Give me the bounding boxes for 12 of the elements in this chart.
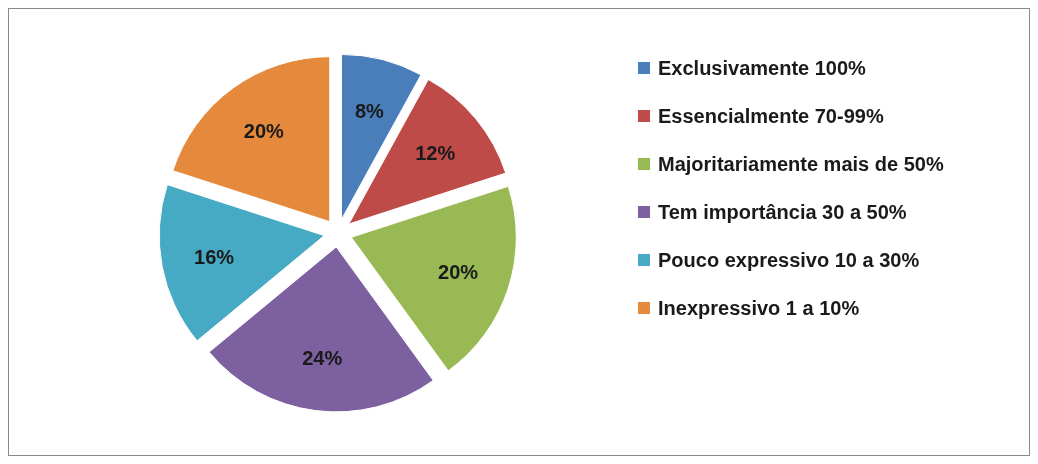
data-label: 12% [415, 141, 456, 164]
legend-label: Essencialmente 70-99% [658, 105, 884, 127]
legend-label: Exclusivamente 100% [658, 57, 867, 79]
legend-label: Majoritariamente mais de 50% [658, 153, 944, 175]
legend-label: Inexpressivo 1 a 10% [658, 297, 860, 319]
data-label: 8% [354, 99, 385, 122]
data-label: 20% [438, 261, 479, 283]
legend-label: Pouco expressivo 10 a 30% [658, 249, 920, 271]
legend-label: Tem importância 30 a 50% [658, 201, 907, 223]
data-label: 16% [194, 245, 235, 268]
data-label: 20% [243, 119, 285, 142]
data-label: 24% [302, 347, 343, 370]
